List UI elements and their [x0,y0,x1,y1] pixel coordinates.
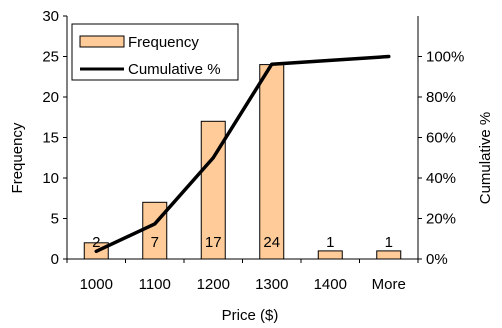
y-tick-label-0: 0 [51,251,59,268]
x-tick-label-1400: 1400 [314,276,347,293]
y2-tick-label-60%: 60% [426,130,456,147]
y-tick-label-10: 10 [42,170,59,187]
x-tick-label-More: More [372,276,406,293]
cumulative-line-layer [94,54,391,254]
x-tick-label-1100: 1100 [139,276,171,293]
y2-tick-label-0%: 0% [426,251,448,268]
y-tick-label-30: 30 [42,8,59,25]
y-tick-label-20: 20 [42,89,59,106]
data-label-1100: 7 [151,234,159,251]
legend: Frequency Cumulative % [71,23,239,81]
y2-tick-label-40%: 40% [426,170,456,187]
bar-More [376,250,402,260]
y2-tick-label-20%: 20% [426,211,456,228]
y-tick-label-25: 25 [42,49,59,66]
legend-label-frequency: Frequency [128,34,199,51]
y2-tick-label-80%: 80% [426,89,456,106]
x-tick-label-1000: 1000 [80,276,113,293]
x-axis-title: Price ($) [222,307,279,324]
x-tick-label-1200: 1200 [197,276,230,293]
cumulative-percent-line [94,54,391,254]
data-labels-layer: 2 7 17 24 1 1 [92,234,393,251]
bar-1100 [142,201,168,260]
data-label-1000: 2 [92,234,100,251]
data-label-1200: 17 [205,234,222,251]
y-tick-label-15: 15 [42,130,59,147]
legend-box [71,23,239,81]
data-label-More: 1 [385,234,393,251]
y2-tick-label-100%: 100% [426,49,464,66]
y-axis-title: Frequency [9,122,26,193]
data-label-1400: 1 [326,234,334,251]
bars-layer [83,64,402,260]
y-tick-label-5: 5 [51,211,59,228]
legend-label-cumulative: Cumulative % [128,61,221,78]
x-tick-label-1300: 1300 [255,276,288,293]
bar-1400 [317,250,343,260]
y2-axis-title: Cumulative % [477,112,494,205]
data-label-1300: 24 [263,234,280,251]
legend-swatch-frequency [79,35,125,48]
bar-1300 [259,64,285,260]
